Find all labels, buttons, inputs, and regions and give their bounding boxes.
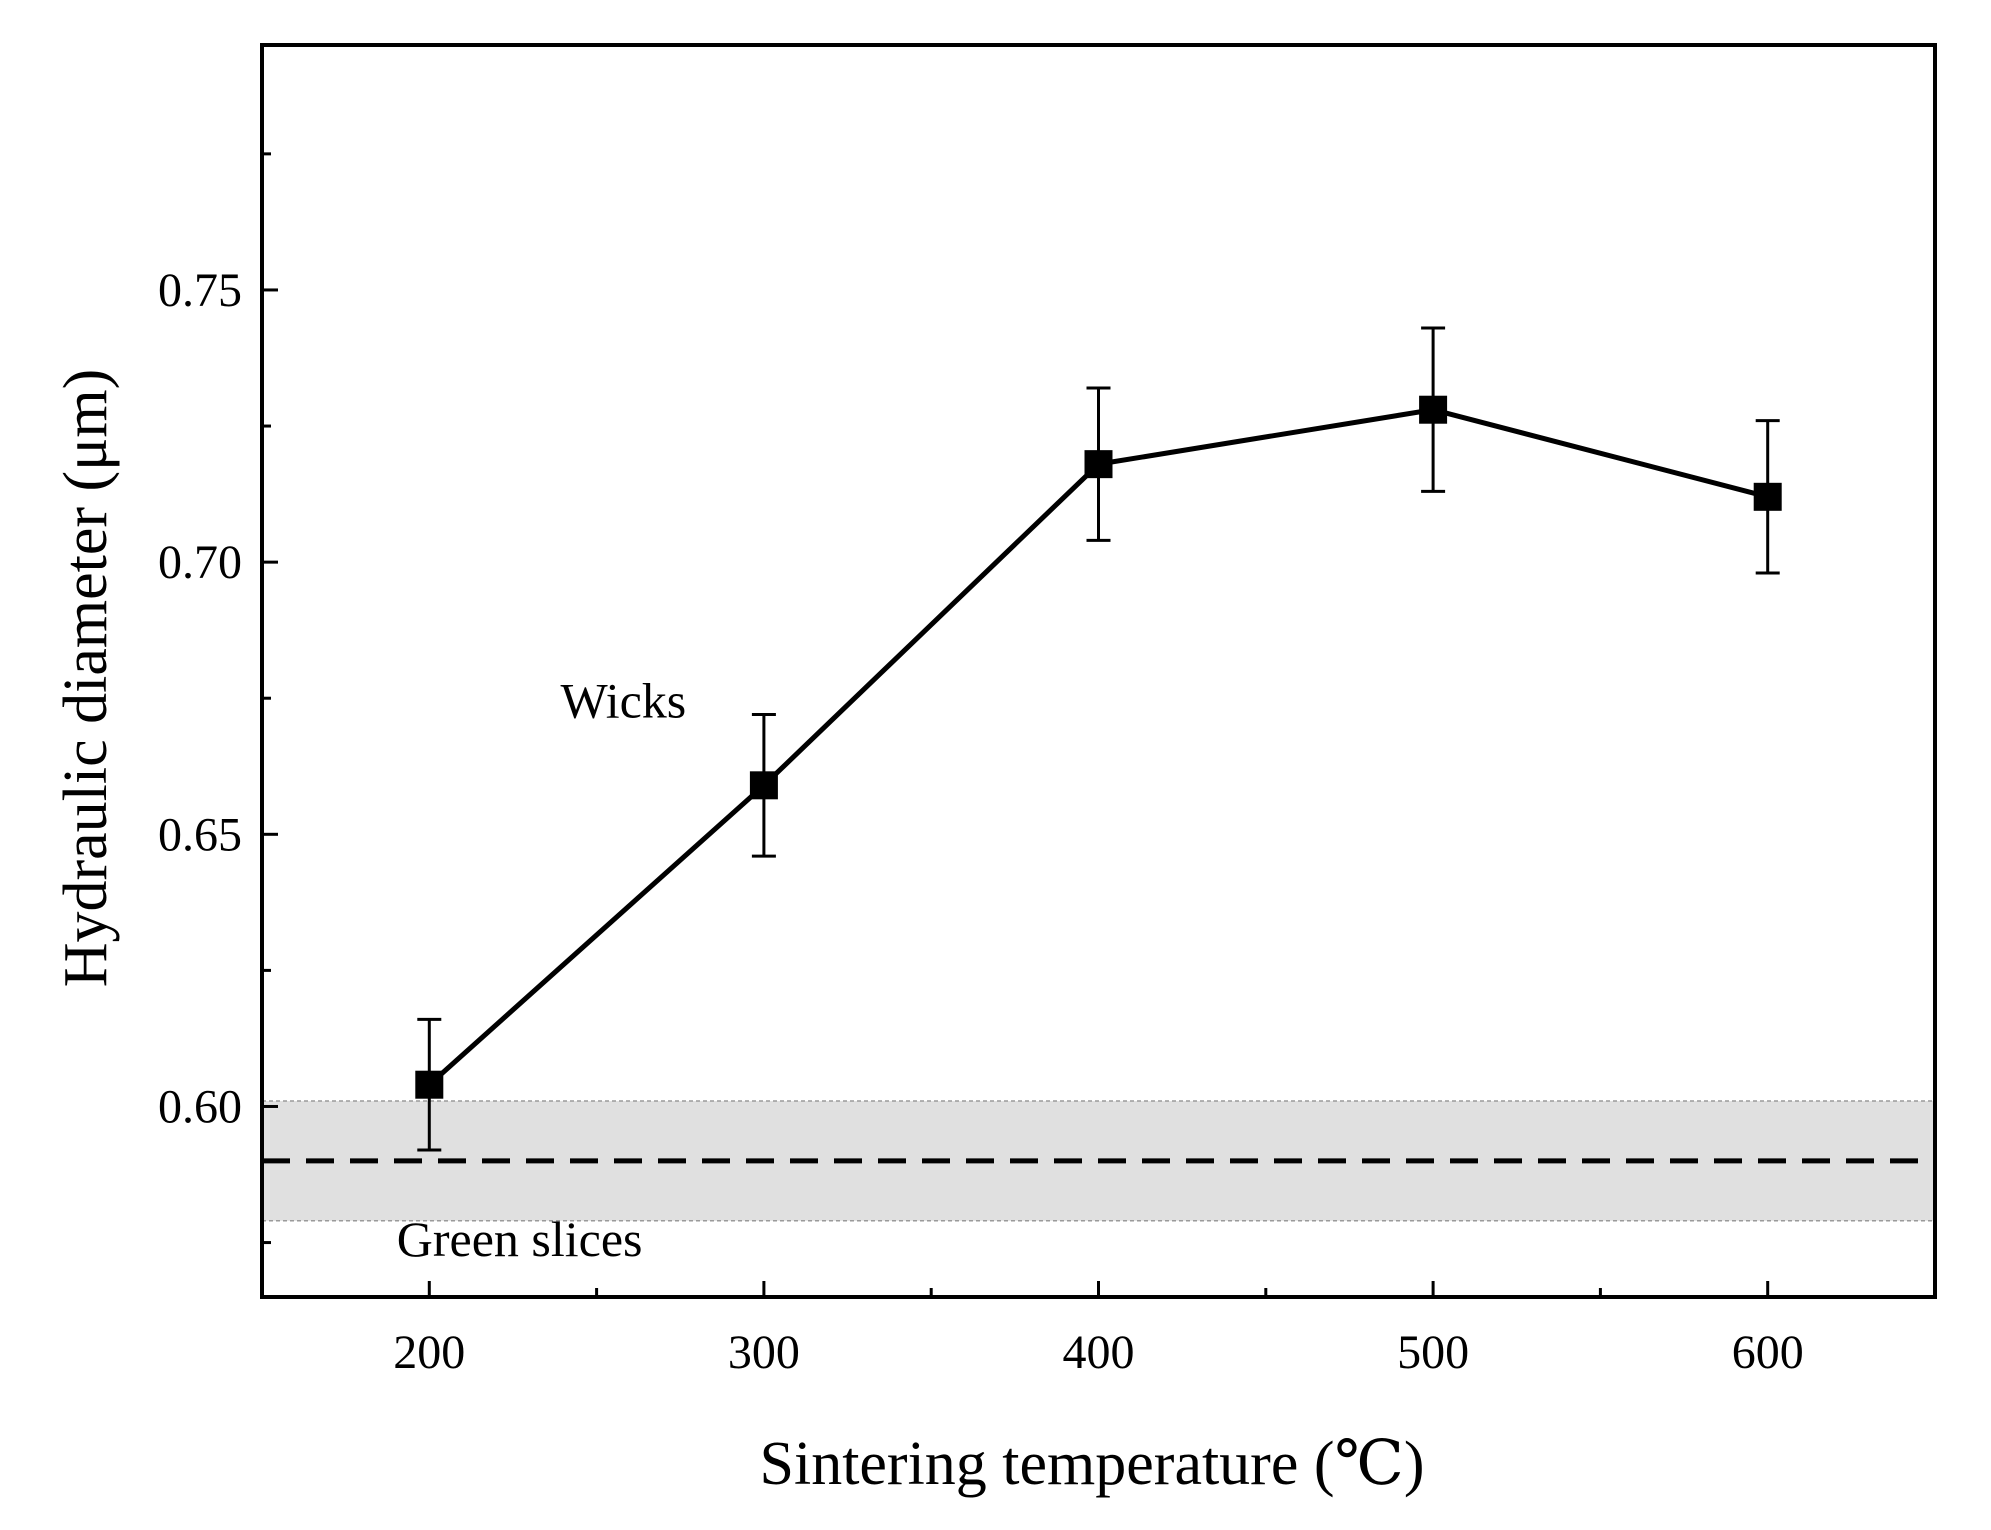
annotation-label: Wicks <box>561 672 687 728</box>
x-tick-label: 600 <box>1732 1326 1804 1379</box>
ticks-group: 200 300 400 500 600 0.60 0.65 0.70 0.75 <box>158 152 1804 1379</box>
annotation-label: Green slices <box>397 1211 643 1267</box>
markers-group <box>415 395 1782 1099</box>
data-point-marker <box>415 1070 444 1099</box>
x-axis-title: Sintering temperature (℃) <box>759 1430 1424 1498</box>
y-axis-title: Hydraulic diameter (μm) <box>52 369 120 988</box>
y-tick-label: 0.70 <box>158 536 242 589</box>
data-point-marker <box>1419 395 1448 424</box>
x-tick-label: 300 <box>728 1326 800 1379</box>
x-tick-label: 200 <box>393 1326 465 1379</box>
x-tick-label: 500 <box>1397 1326 1469 1379</box>
y-tick-label: 0.65 <box>158 808 242 861</box>
y-tick-label: 0.75 <box>158 264 242 317</box>
data-point-marker <box>1753 482 1782 511</box>
y-tick-label: 0.60 <box>158 1080 242 1133</box>
x-tick-label: 400 <box>1063 1326 1135 1379</box>
annotations-group: Wicks Green slices <box>397 672 686 1267</box>
data-point-marker <box>1084 450 1113 479</box>
data-point-marker <box>749 771 778 800</box>
